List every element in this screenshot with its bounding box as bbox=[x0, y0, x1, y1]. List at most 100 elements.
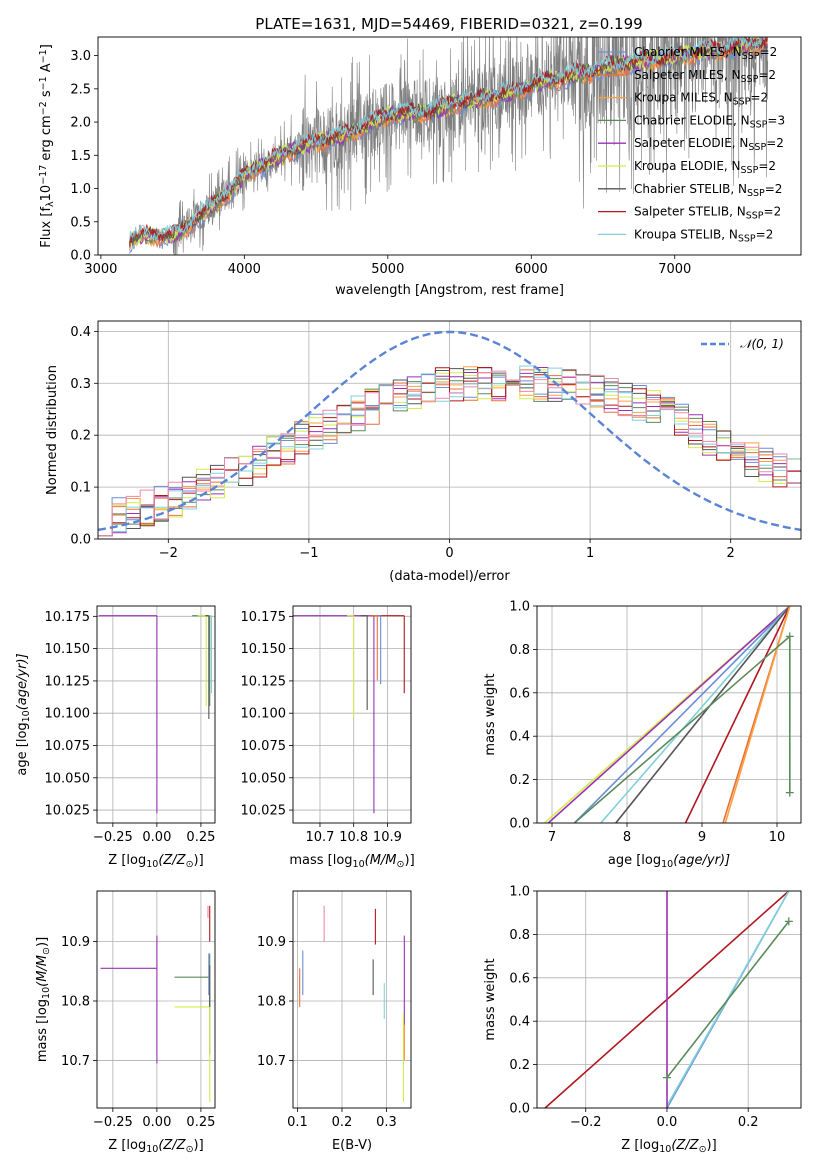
y-tick-label: 0.4 bbox=[70, 325, 91, 340]
series-marker bbox=[784, 917, 793, 926]
legend-entry: 𝒩(0, 1) bbox=[740, 337, 784, 351]
legend-entry: Kroupa STELIB, NSSP=2 bbox=[634, 227, 773, 244]
y-tick-label: 10.8 bbox=[61, 994, 90, 1009]
age-vs-z-axes: −0.25 0.00 0.25 10.025 10.050 10.075 10.100 10.… bbox=[15, 605, 216, 870]
y-tick-label: 3.0 bbox=[70, 49, 91, 64]
plot-area bbox=[543, 606, 791, 823]
y-tick-label: 10.050 bbox=[45, 771, 91, 786]
residual-axes: −2 −1 0 1 2 0.0 0.1 0.2 0.3 0.4 (data-model)/error… bbox=[45, 320, 802, 584]
y-tick-label: 10.025 bbox=[241, 804, 287, 819]
x-tick-label: −0.2 bbox=[570, 1115, 602, 1130]
legend-entry: Chabrier MILES, NSSP=2 bbox=[634, 45, 777, 62]
y-tick-label: 0.2 bbox=[509, 773, 530, 788]
y-tick-label: 0.8 bbox=[509, 643, 530, 658]
x-tick-label: 0.0 bbox=[657, 1115, 678, 1130]
series-line bbox=[573, 635, 791, 823]
x-tick-label: 0.00 bbox=[142, 1115, 171, 1130]
y-tick-label: 10.9 bbox=[257, 935, 286, 950]
y-tick-label: 10.075 bbox=[45, 739, 91, 754]
y-tick-label: 2.0 bbox=[70, 116, 91, 131]
axes-frame bbox=[292, 890, 412, 1109]
series-marker bbox=[785, 632, 794, 641]
legend-entry: Chabrier STELIB, NSSP=2 bbox=[634, 182, 782, 199]
legend-entry: Kroupa ELODIE, NSSP=2 bbox=[634, 159, 776, 176]
y-tick-label: 0.3 bbox=[70, 377, 91, 392]
legend-entry: Salpeter ELODIE, NSSP=2 bbox=[634, 136, 784, 153]
x-tick-label: 2 bbox=[727, 546, 735, 561]
axes-frame bbox=[97, 36, 802, 256]
y-tick-label: 1.0 bbox=[70, 182, 91, 197]
y-axis-label: mass weight bbox=[483, 958, 498, 1040]
series-line bbox=[547, 606, 791, 823]
series-line bbox=[684, 606, 791, 823]
y-tick-label: 2.5 bbox=[70, 82, 91, 97]
axes-frame bbox=[96, 605, 216, 824]
x-tick-label: 0.3 bbox=[376, 1115, 397, 1130]
x-tick-label: 0.2 bbox=[332, 1115, 353, 1130]
series-line bbox=[573, 606, 791, 823]
x-tick-label: 7 bbox=[548, 830, 556, 845]
legend-entry: Salpeter MILES, NSSP=2 bbox=[634, 68, 776, 85]
y-axis-label: mass [log10(M/M⊙)] bbox=[35, 937, 52, 1062]
x-axis-label: Z [log10(Z/Z⊙)] bbox=[621, 1138, 716, 1155]
histogram-step-line bbox=[98, 370, 801, 537]
x-tick-label: 1 bbox=[586, 546, 594, 561]
y-tick-label: 10.175 bbox=[241, 610, 287, 625]
series-marker bbox=[785, 788, 794, 797]
x-tick-label: −2 bbox=[159, 546, 178, 561]
axes-frame bbox=[292, 605, 412, 824]
x-tick-label: 0.1 bbox=[287, 1115, 308, 1130]
y-axis-label: age [log10(age/yr)] bbox=[15, 653, 32, 775]
y-tick-label: 10.025 bbox=[45, 804, 91, 819]
y-tick-label: 0.6 bbox=[509, 686, 530, 701]
y-tick-label: 10.150 bbox=[45, 642, 91, 657]
histogram-step-line bbox=[98, 365, 801, 537]
model-spectrum-line bbox=[129, 37, 768, 242]
legend-entry: Salpeter STELIB, NSSP=2 bbox=[634, 205, 781, 222]
plot-area bbox=[100, 905, 211, 1103]
x-tick-label: 0.00 bbox=[142, 830, 171, 845]
y-tick-label: 0.4 bbox=[509, 730, 530, 745]
y-tick-label: 10.150 bbox=[241, 642, 287, 657]
y-tick-label: 10.075 bbox=[241, 739, 287, 754]
y-tick-label: 0.0 bbox=[70, 533, 91, 548]
x-tick-label: 6000 bbox=[515, 262, 548, 277]
legend-entry: Kroupa MILES, NSSP=2 bbox=[634, 91, 768, 108]
y-tick-label: 0.0 bbox=[509, 817, 530, 832]
normal-curve-line bbox=[98, 330, 801, 532]
y-tick-label: 0.0 bbox=[509, 1102, 530, 1117]
plot-area bbox=[98, 330, 801, 537]
y-tick-label: 10.175 bbox=[45, 610, 91, 625]
mass-vs-ebv-axes: 0.1 0.2 0.3 10.7 10.8 10.9 E(B-V) bbox=[257, 890, 412, 1153]
x-tick-label: −1 bbox=[299, 546, 318, 561]
x-axis-label: Z [log10(Z/Z⊙)] bbox=[108, 1138, 203, 1155]
weight-vs-age-axes: 7 8 9 10 0.0 0.2 0.4 0.6 0.8 1.0 age [log10(age/yr… bbox=[483, 600, 802, 870]
y-tick-label: 0.4 bbox=[509, 1015, 530, 1030]
axes-frame bbox=[96, 890, 216, 1109]
y-tick-label: 0.6 bbox=[509, 971, 530, 986]
y-axis-label: Flux [fλ10−17 erg cm−2 s−1 A−1] bbox=[38, 44, 56, 248]
y-tick-label: 0.2 bbox=[70, 429, 91, 444]
plot-area bbox=[293, 615, 405, 814]
x-tick-label: 10.9 bbox=[373, 830, 402, 845]
y-tick-label: 1.0 bbox=[509, 885, 530, 900]
y-tick-label: 0.5 bbox=[70, 215, 91, 230]
axes-frame bbox=[536, 605, 802, 824]
series-line bbox=[724, 606, 791, 823]
y-tick-label: 10.8 bbox=[257, 994, 286, 1009]
figure-title: PLATE=1631, MJD=54469, FIBERID=0321, z=0… bbox=[255, 15, 642, 33]
series-line bbox=[615, 606, 791, 823]
y-axis-label: mass weight bbox=[483, 673, 498, 755]
x-tick-label: 9 bbox=[698, 830, 706, 845]
y-tick-label: 0.2 bbox=[509, 1058, 530, 1073]
x-tick-label: 0.2 bbox=[738, 1115, 759, 1130]
x-tick-label: −0.25 bbox=[93, 830, 133, 845]
x-axis-label: age [log10(age/yr)] bbox=[608, 853, 730, 870]
y-tick-label: 10.9 bbox=[61, 935, 90, 950]
y-tick-label: 10.125 bbox=[241, 674, 287, 689]
series-marker bbox=[662, 1073, 671, 1082]
plot-area bbox=[544, 891, 790, 1108]
plot-area bbox=[129, 37, 769, 255]
y-tick-label: 10.100 bbox=[241, 707, 287, 722]
